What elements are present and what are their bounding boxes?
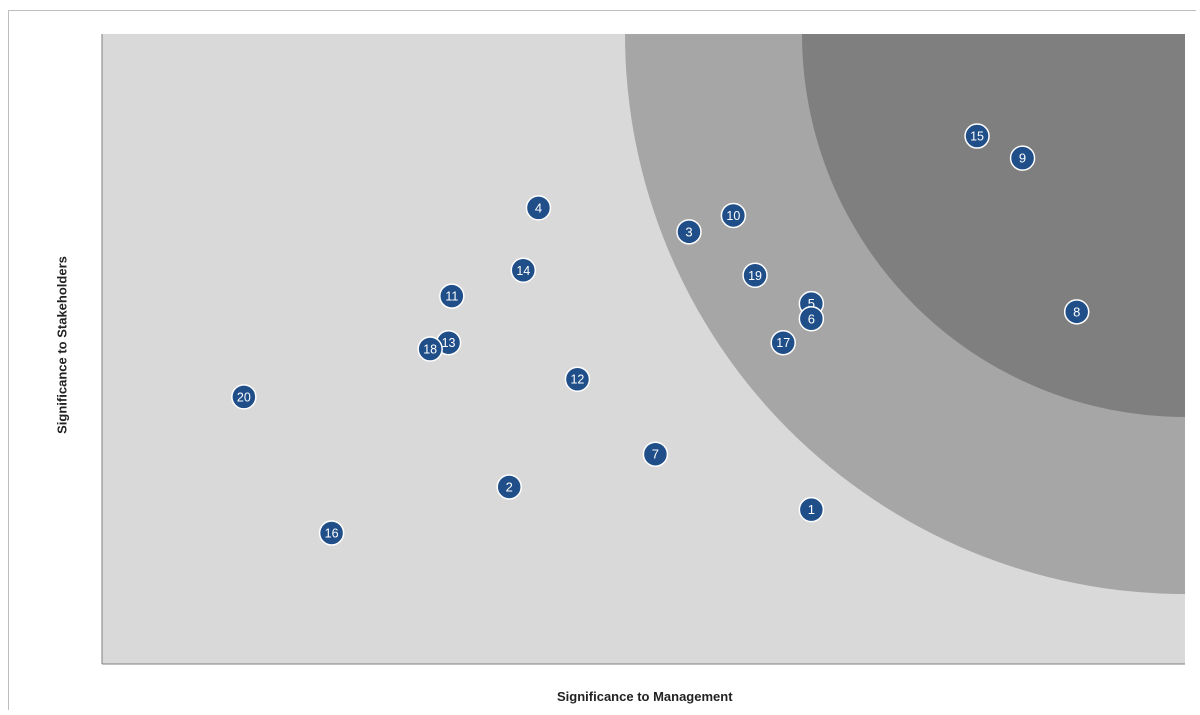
point-14: 14 — [510, 257, 537, 283]
point-label: 18 — [423, 343, 437, 357]
point-label: 14 — [516, 264, 530, 278]
point-marker — [318, 520, 345, 546]
point-label: 2 — [506, 479, 513, 494]
point-6: 6 — [798, 306, 825, 332]
zone-high — [802, 34, 1185, 417]
point-label: 19 — [748, 269, 762, 283]
point-label: 7 — [652, 447, 659, 462]
point-label: 13 — [442, 336, 456, 350]
point-label: 9 — [1019, 151, 1026, 166]
point-11: 11 — [439, 283, 465, 309]
point-label: 8 — [1073, 304, 1080, 319]
point-marker — [642, 441, 669, 467]
point-12: 12 — [564, 366, 591, 392]
point-marker — [742, 262, 768, 289]
point-8: 8 — [1063, 299, 1090, 325]
point-label: 17 — [776, 336, 790, 350]
point-label: 12 — [570, 373, 584, 387]
chart-frame — [8, 10, 1196, 710]
point-label: 3 — [685, 224, 692, 239]
point-4: 4 — [525, 195, 552, 221]
point-19: 19 — [742, 262, 768, 289]
point-marker — [798, 306, 825, 332]
x-axis-label: Significance to Management — [557, 689, 733, 704]
point-marker — [676, 219, 702, 245]
point-18: 18 — [417, 336, 443, 362]
point-marker — [417, 336, 443, 362]
point-marker — [496, 474, 522, 500]
point-marker — [510, 257, 537, 283]
point-marker — [564, 366, 591, 392]
point-marker — [798, 496, 825, 523]
point-marker — [525, 195, 552, 221]
point-marker — [770, 329, 796, 356]
point-marker — [231, 384, 257, 410]
point-label: 11 — [445, 290, 458, 304]
point-label: 4 — [535, 200, 542, 215]
point-marker — [1009, 145, 1036, 171]
point-marker — [964, 123, 990, 149]
point-9: 9 — [1009, 145, 1036, 171]
point-marker — [720, 202, 747, 229]
point-16: 16 — [318, 520, 345, 546]
point-2: 2 — [496, 474, 522, 500]
point-15: 15 — [964, 123, 990, 149]
point-17: 17 — [770, 329, 796, 356]
point-label: 10 — [726, 209, 740, 223]
point-1: 1 — [798, 496, 825, 523]
point-marker — [439, 283, 465, 309]
point-label: 1 — [808, 502, 815, 517]
point-label: 6 — [808, 311, 815, 326]
point-marker — [1063, 299, 1090, 325]
point-10: 10 — [720, 202, 747, 229]
point-label: 16 — [325, 526, 339, 540]
point-3: 3 — [676, 219, 702, 245]
y-axis-label: Significance to Stakeholders — [54, 256, 70, 434]
point-label: 20 — [237, 390, 251, 404]
point-label: 5 — [808, 296, 815, 311]
point-label: 15 — [970, 130, 984, 144]
point-20: 20 — [231, 384, 257, 410]
point-7: 7 — [642, 441, 669, 467]
